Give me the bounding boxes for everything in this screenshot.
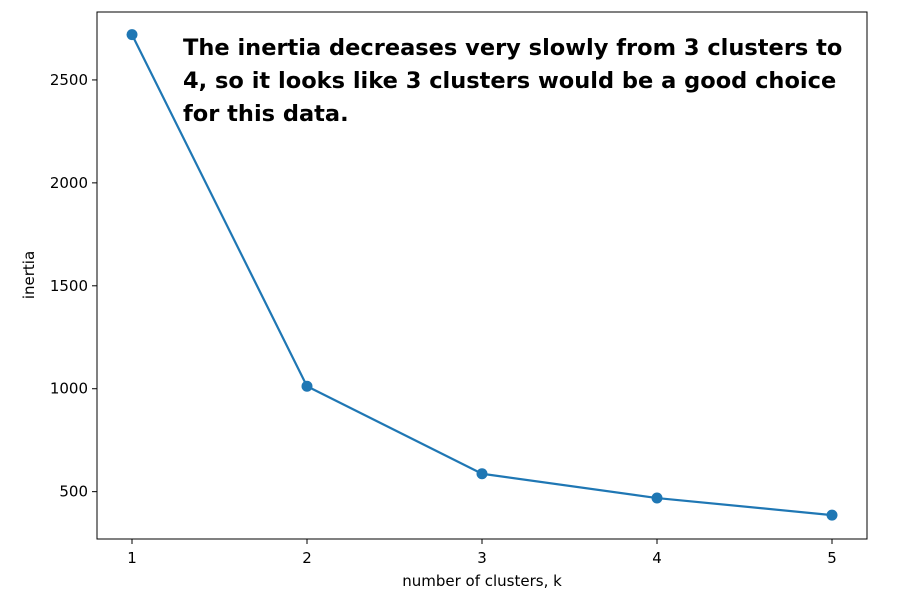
data-point — [301, 380, 313, 392]
y-tick-label: 500 — [59, 483, 88, 501]
y-axis-label: inertia — [20, 251, 38, 299]
annotation-line-2: 4, so it looks like 3 clusters would be … — [183, 68, 836, 94]
y-tick-label: 1000 — [50, 380, 88, 398]
x-tick-label: 5 — [827, 549, 837, 567]
series-inertia — [126, 29, 838, 521]
x-tick-label: 2 — [302, 549, 312, 567]
x-tick-label: 4 — [652, 549, 662, 567]
y-tick-label: 1500 — [50, 277, 88, 295]
y-axis: 500 1000 1500 2000 2500 — [50, 71, 97, 501]
annotation-line-1: The inertia decreases very slowly from 3… — [183, 35, 842, 61]
plot-frame — [96, 11, 868, 540]
x-axis-label: number of clusters, k — [402, 572, 562, 590]
x-tick-label: 3 — [477, 549, 487, 567]
plot-area — [97, 12, 867, 539]
data-point — [826, 509, 838, 521]
annotation-line-3: for this data. — [183, 101, 349, 127]
y-tick-label: 2500 — [50, 71, 88, 89]
data-point — [126, 29, 138, 41]
data-point — [651, 492, 663, 504]
y-tick-label: 2000 — [50, 174, 88, 192]
x-axis: 1 2 3 4 5 — [127, 539, 837, 567]
data-point — [476, 468, 488, 480]
x-tick-label: 1 — [127, 549, 137, 567]
